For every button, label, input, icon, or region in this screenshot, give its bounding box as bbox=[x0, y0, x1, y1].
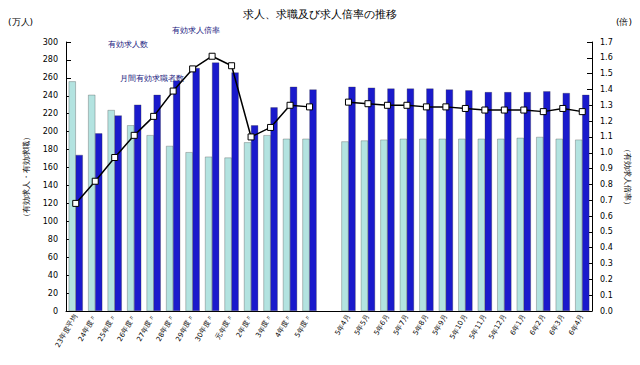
svg-text:1.6: 1.6 bbox=[600, 53, 613, 62]
svg-text:20: 20 bbox=[48, 289, 58, 298]
svg-text:1.7: 1.7 bbox=[600, 38, 613, 47]
svg-text:3年度〃: 3年度〃 bbox=[254, 313, 274, 339]
svg-text:6年1月: 6年1月 bbox=[509, 313, 527, 337]
svg-text:有効求人数: 有効求人数 bbox=[108, 40, 148, 49]
svg-text:4年度〃: 4年度〃 bbox=[274, 313, 294, 339]
svg-text:23年度平均: 23年度平均 bbox=[54, 313, 79, 349]
svg-text:(万人): (万人) bbox=[8, 17, 33, 27]
svg-text:6年2月: 6年2月 bbox=[528, 313, 546, 337]
svg-text:0.5: 0.5 bbox=[600, 227, 613, 236]
svg-text:元年度〃: 元年度〃 bbox=[214, 313, 235, 341]
svg-text:300: 300 bbox=[43, 38, 58, 47]
svg-text:（有効求人倍率）: （有効求人倍率） bbox=[623, 145, 632, 209]
svg-text:29年度〃: 29年度〃 bbox=[174, 313, 196, 343]
svg-text:6年4月: 6年4月 bbox=[567, 313, 585, 337]
svg-text:25年度〃: 25年度〃 bbox=[96, 313, 118, 343]
svg-text:0.2: 0.2 bbox=[600, 275, 613, 284]
svg-text:0: 0 bbox=[53, 307, 58, 316]
svg-text:月間有効求職者数: 月間有効求職者数 bbox=[120, 73, 184, 83]
svg-text:60: 60 bbox=[48, 253, 58, 262]
svg-text:26年度〃: 26年度〃 bbox=[116, 313, 138, 343]
svg-text:6年3月: 6年3月 bbox=[548, 313, 566, 337]
svg-text:100: 100 bbox=[43, 217, 58, 226]
svg-text:40: 40 bbox=[48, 271, 58, 280]
svg-text:120: 120 bbox=[43, 199, 58, 208]
svg-text:0.8: 0.8 bbox=[600, 180, 613, 189]
svg-text:280: 280 bbox=[43, 55, 58, 64]
svg-text:2年度〃: 2年度〃 bbox=[235, 313, 255, 339]
svg-text:0.7: 0.7 bbox=[600, 196, 613, 205]
svg-text:1.2: 1.2 bbox=[600, 117, 613, 126]
svg-text:0.1: 0.1 bbox=[600, 291, 613, 300]
svg-text:200: 200 bbox=[43, 127, 58, 136]
svg-text:5年度〃: 5年度〃 bbox=[293, 313, 313, 339]
svg-text:30年度〃: 30年度〃 bbox=[194, 313, 216, 343]
svg-text:0.4: 0.4 bbox=[600, 243, 613, 252]
svg-text:1.5: 1.5 bbox=[600, 69, 613, 78]
svg-text:260: 260 bbox=[43, 73, 58, 82]
svg-text:0.6: 0.6 bbox=[600, 212, 613, 221]
svg-text:27年度〃: 27年度〃 bbox=[135, 313, 157, 343]
svg-text:5年5月: 5年5月 bbox=[353, 313, 371, 337]
svg-text:(倍): (倍) bbox=[616, 17, 632, 27]
svg-text:160: 160 bbox=[43, 163, 58, 172]
svg-text:220: 220 bbox=[43, 109, 58, 118]
svg-text:1.4: 1.4 bbox=[600, 85, 613, 94]
svg-text:5年8月: 5年8月 bbox=[411, 313, 429, 337]
svg-text:180: 180 bbox=[43, 145, 58, 154]
svg-text:5年10月: 5年10月 bbox=[448, 313, 469, 341]
svg-text:0.0: 0.0 bbox=[600, 307, 613, 316]
svg-text:5年11月: 5年11月 bbox=[468, 313, 489, 341]
svg-text:5年9月: 5年9月 bbox=[431, 313, 449, 337]
svg-text:28年度〃: 28年度〃 bbox=[155, 313, 177, 343]
svg-text:5年12月: 5年12月 bbox=[487, 313, 508, 341]
svg-text:1.0: 1.0 bbox=[600, 148, 613, 157]
svg-text:1.1: 1.1 bbox=[600, 132, 613, 141]
svg-text:5年7月: 5年7月 bbox=[392, 313, 410, 337]
svg-text:5年4月: 5年4月 bbox=[334, 313, 352, 337]
svg-text:5年6月: 5年6月 bbox=[373, 313, 391, 337]
svg-text:（有効求人・有効求職）: （有効求人・有効求職） bbox=[22, 133, 31, 221]
svg-text:0.3: 0.3 bbox=[600, 259, 613, 268]
svg-text:1.3: 1.3 bbox=[600, 101, 613, 110]
svg-text:求人、求職及び求人倍率の推移: 求人、求職及び求人倍率の推移 bbox=[243, 8, 397, 21]
svg-text:80: 80 bbox=[48, 235, 58, 244]
svg-text:240: 240 bbox=[43, 91, 58, 100]
svg-text:24年度〃: 24年度〃 bbox=[77, 313, 99, 343]
svg-text:0.9: 0.9 bbox=[600, 164, 613, 173]
svg-text:有効求人倍率: 有効求人倍率 bbox=[172, 26, 220, 35]
svg-text:140: 140 bbox=[43, 181, 58, 190]
